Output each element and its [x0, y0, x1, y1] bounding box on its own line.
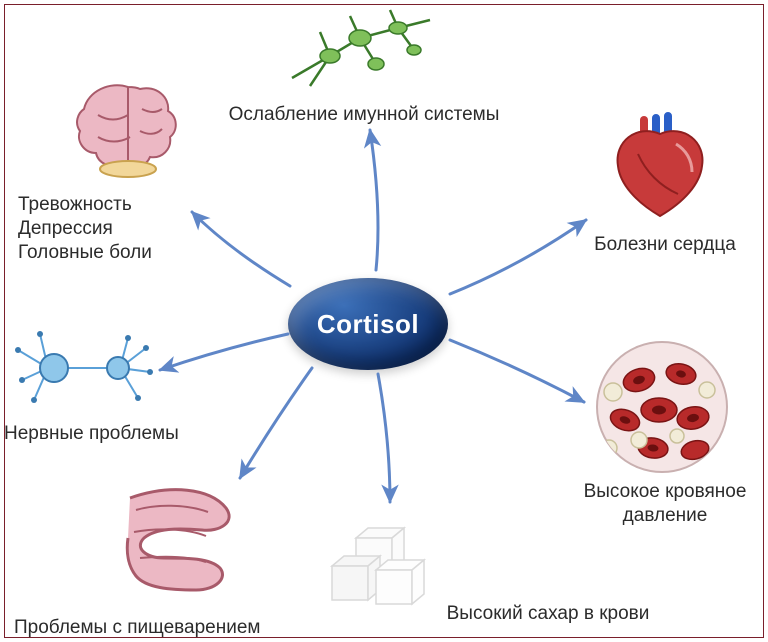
- label-brain: ТревожностьДепрессияГоловные боли: [18, 193, 208, 264]
- arrow-heart: [450, 220, 586, 294]
- arrow-gut: [240, 368, 312, 478]
- label-gut: Проблемы с пищеварением: [14, 616, 314, 640]
- label-neuron: Нервные проблемы: [4, 422, 214, 446]
- label-heart: Болезни сердца: [570, 233, 760, 257]
- label-sugar: Высокий сахар в крови: [408, 602, 688, 626]
- heart-icon: [598, 110, 723, 228]
- intestine-icon: [110, 480, 240, 600]
- brain-icon: [68, 75, 188, 180]
- label-immune: Ослабление имунной системы: [194, 103, 534, 127]
- arrow-blood: [450, 340, 584, 402]
- neuron-icon: [10, 320, 155, 415]
- immune-cells-icon: [280, 8, 440, 98]
- blood-cells-icon: [595, 340, 730, 475]
- arrow-sugar: [378, 374, 390, 502]
- sugar-cubes-icon: [320, 510, 440, 610]
- arrow-neuron: [160, 334, 288, 370]
- label-blood: Высокое кровяноедавление: [560, 480, 768, 528]
- arrow-immune: [370, 130, 378, 270]
